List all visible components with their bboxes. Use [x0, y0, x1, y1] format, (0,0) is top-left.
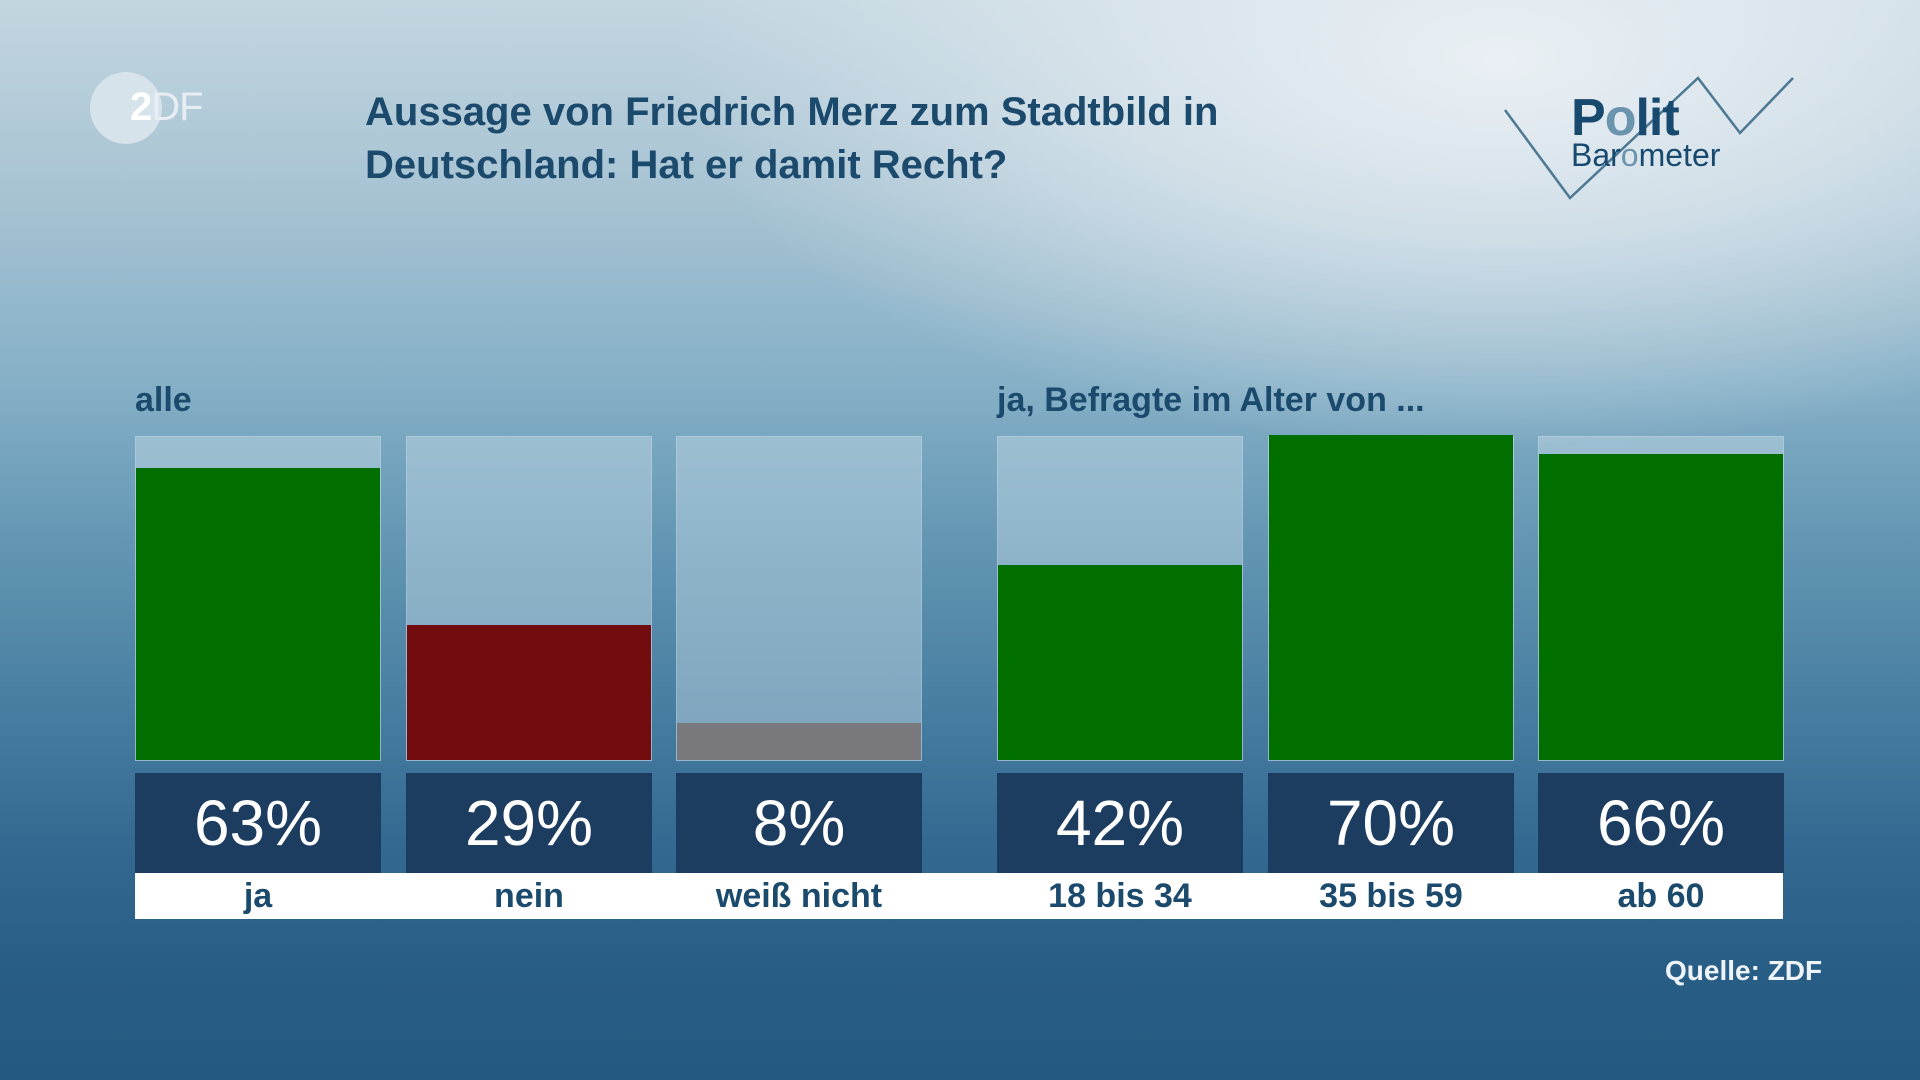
value-label-ab-60: 66% [1538, 773, 1784, 873]
bar-track-wei-nicht [676, 436, 922, 761]
source-note: Quelle: ZDF [1665, 955, 1823, 986]
category-label-35-bis-59: 35 bis 59 [1319, 877, 1463, 915]
category-label-nein: nein [494, 877, 564, 915]
value-label-wei-nicht: 8% [676, 773, 922, 873]
bar-18-bis-34 [998, 565, 1242, 760]
bar-track-35-bis-59 [1268, 435, 1514, 761]
value-label-35-bis-59: 70% [1268, 773, 1514, 873]
bar-track-ab-60 [1538, 436, 1784, 761]
category-label-18-bis-34: 18 bis 34 [1048, 877, 1192, 915]
bar-35-bis-59 [1269, 435, 1513, 760]
politbarometer-zigzag-icon [1503, 76, 1794, 200]
zdf-logo-text: 2DF [130, 85, 204, 129]
zdf-logo-circle-icon [90, 72, 162, 144]
zdf-logo-2: 2 [130, 85, 152, 129]
zdf-logo: 2DF [90, 72, 230, 144]
politbarometer-logo: Polit Barometer [1500, 70, 1810, 210]
chart-title-line-1: Aussage von Friedrich Merz zum Stadtbild… [365, 90, 1219, 134]
group-label-alle: alle [135, 381, 192, 419]
category-label-ab-60: ab 60 [1617, 877, 1705, 915]
chart-title-line-2: Deutschland: Hat er damit Recht? [365, 143, 1008, 187]
value-label-nein: 29% [406, 773, 652, 873]
bar-ja [136, 467, 380, 760]
bar-track-ja [135, 436, 381, 761]
bar-track-18-bis-34 [997, 436, 1243, 761]
value-label-18-bis-34: 42% [997, 773, 1243, 873]
chart-title: Aussage von Friedrich Merz zum Stadtbild… [365, 86, 1465, 192]
bar-track-nein [406, 436, 652, 761]
zdf-logo-df: DF [151, 85, 203, 129]
value-label-ja: 63% [135, 773, 381, 873]
group-label-age: ja, Befragte im Alter von ... [997, 381, 1425, 419]
politbarometer-logo-polit: Polit [1571, 89, 1680, 147]
bar-nein [407, 625, 651, 760]
politbarometer-logo-barometer: Barometer [1571, 137, 1721, 173]
bar-ab-60 [1539, 453, 1783, 760]
category-label-ja: ja [243, 877, 273, 915]
bar-wei-nicht [677, 722, 921, 760]
category-label-wei-nicht: weiß nicht [715, 877, 883, 915]
category-label-strip [135, 873, 1783, 919]
